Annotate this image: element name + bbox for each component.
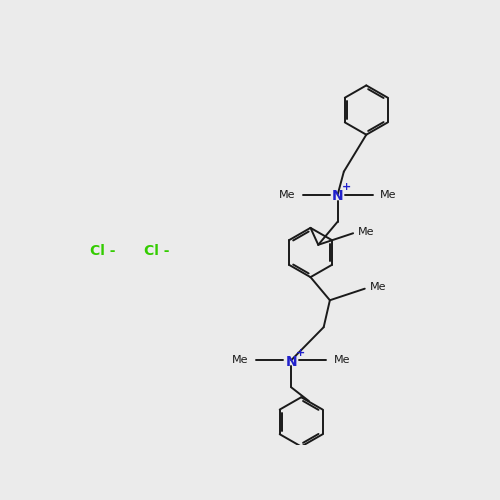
Text: N: N [332,190,344,203]
Text: Me: Me [334,356,350,366]
Text: +: + [296,348,305,358]
Text: Cl -: Cl - [144,244,170,258]
Text: Cl -: Cl - [90,244,115,258]
Text: Me: Me [358,226,374,236]
Text: Me: Me [370,282,386,292]
Text: Me: Me [380,190,397,200]
Text: +: + [342,182,351,192]
Text: Me: Me [278,190,295,200]
Text: Me: Me [232,356,248,366]
Text: N: N [286,355,297,369]
